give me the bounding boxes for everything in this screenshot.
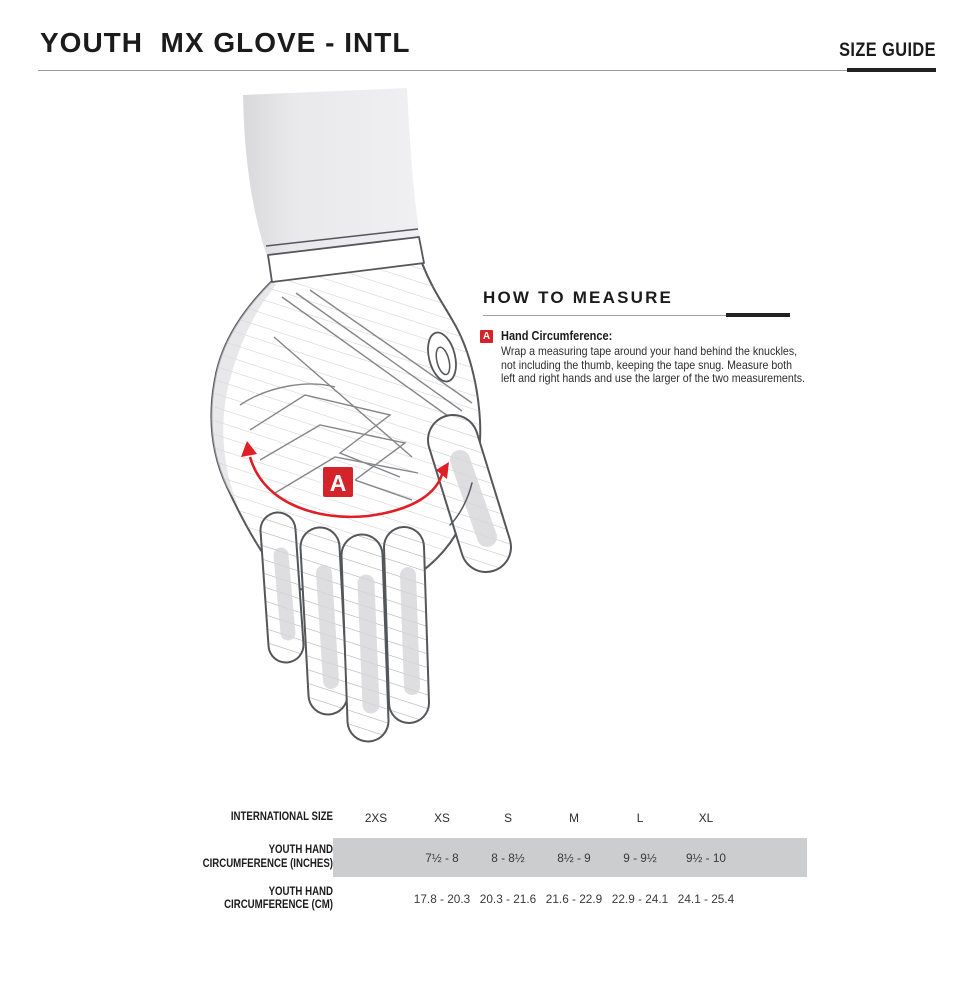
highlight-band — [333, 838, 807, 877]
row-label-line: YOUTH HAND — [268, 885, 333, 898]
cuff-pull-tab — [427, 331, 457, 383]
forearm-shape — [243, 88, 421, 265]
measure-point-a-badge: A — [321, 465, 355, 499]
cm-value: 17.8 - 20.3 — [413, 892, 471, 906]
instruction-line: left and right hands and use the larger … — [501, 371, 805, 386]
glove-cuff — [265, 228, 457, 383]
cm-value: 20.3 - 21.6 — [479, 892, 537, 906]
measure-marker-a: A — [480, 330, 493, 343]
how-to-measure-divider — [483, 315, 726, 316]
inches-value: 7½ - 8 — [425, 850, 459, 865]
cm-value: 21.6 - 22.9 — [545, 892, 603, 906]
cm-value: 24.1 - 25.4 — [677, 892, 735, 906]
size-guide-active-underline — [847, 68, 936, 72]
row-label-line: YOUTH HAND — [268, 844, 333, 856]
size-column-header: 2XS — [364, 811, 388, 825]
table-row-inches: YOUTH HAND CIRCUMFERENCE (INCHES) 7½ - 8… — [140, 838, 820, 877]
table-row-sizes: INTERNATIONAL SIZE 2XS XS S M L XL — [140, 800, 820, 836]
row-label-inches: YOUTH HAND CIRCUMFERENCE (INCHES) — [171, 844, 333, 871]
size-column-header: M — [569, 811, 579, 825]
glove-fingers — [259, 511, 430, 743]
size-column-header: L — [636, 811, 644, 825]
how-to-measure-divider-accent — [726, 313, 790, 317]
glove-illustration: A — [210, 88, 512, 743]
instruction-line: not including the thumb, keeping the tap… — [501, 357, 792, 372]
table-row-cm: YOUTH HAND CIRCUMFERENCE (CM) 17.8 - 20.… — [140, 880, 820, 918]
measurement-arc — [241, 441, 449, 519]
header-divider — [38, 70, 936, 71]
glove-thumb — [427, 414, 512, 573]
row-label-cm: YOUTH HAND CIRCUMFERENCE (CM) — [171, 886, 333, 913]
size-guide-tab[interactable]: SIZE GUIDE — [839, 40, 936, 61]
measure-item-title: Hand Circumference: — [501, 329, 613, 343]
row-label-line: CIRCUMFERENCE (CM) — [224, 899, 333, 911]
measure-instructions: Wrap a measuring tape around your hand b… — [501, 344, 839, 386]
inches-value: 8½ - 9 — [557, 850, 591, 865]
size-column-header: S — [504, 811, 512, 825]
how-to-measure-title: HOW TO MEASURE — [483, 288, 674, 307]
badge-letter: A — [330, 470, 347, 496]
cm-value — [343, 892, 409, 906]
page-title: YOUTH MX GLOVE - INTL — [40, 27, 411, 58]
glove-graphic-lines — [239, 289, 473, 501]
size-column-header: XS — [434, 811, 450, 825]
inches-value: 9½ - 10 — [685, 850, 726, 865]
row-label-international-size: INTERNATIONAL SIZE — [230, 811, 333, 824]
size-column-header: XL — [698, 811, 714, 825]
inches-value: 8 - 8½ — [491, 850, 525, 865]
instruction-line: Wrap a measuring tape around your hand b… — [501, 344, 798, 358]
inches-value — [343, 851, 409, 865]
inches-value: 9 - 9½ — [623, 850, 657, 865]
row-label-line: CIRCUMFERENCE (INCHES) — [202, 857, 333, 870]
cm-value: 22.9 - 24.1 — [611, 892, 669, 906]
